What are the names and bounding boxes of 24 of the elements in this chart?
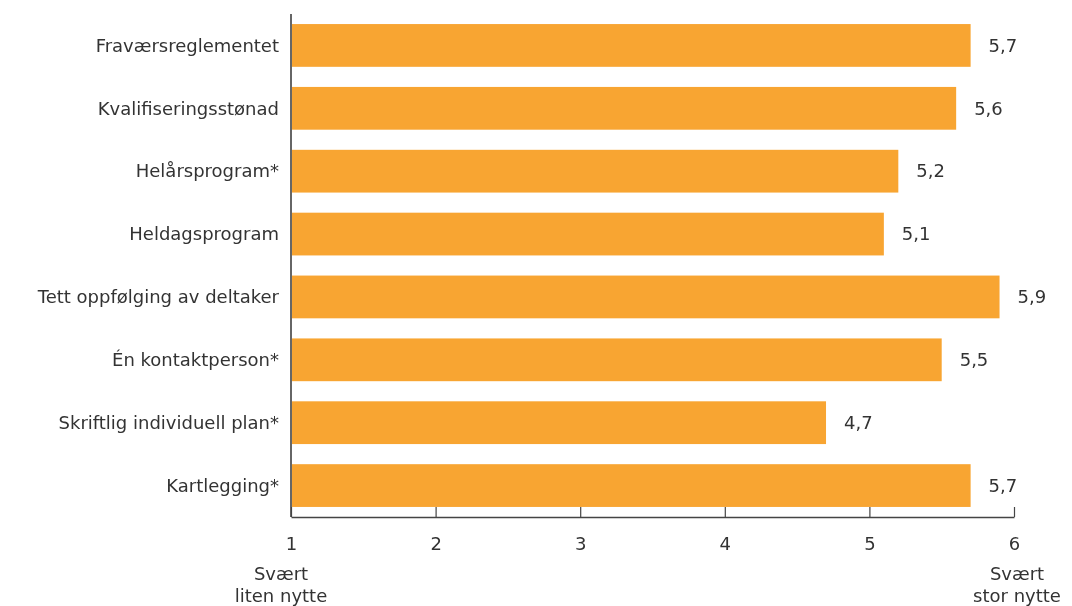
data-label: 5,9 [1017, 286, 1047, 308]
y-tick-label: Tett oppfølging av deltaker [36, 286, 280, 308]
text: Svært liten nytte [234, 563, 328, 606]
x-tick-label: 2 [430, 532, 442, 554]
data-label: 5,6 [974, 97, 1003, 119]
data-label: 5,2 [916, 160, 945, 182]
y-tick-label: Kvalifiseringsstønad [97, 97, 279, 119]
x-tick-label: 4 [719, 532, 732, 554]
x-tick-label: 6 [1008, 532, 1021, 554]
y-tick-label: Heldagsprogram [129, 223, 279, 245]
y-tick-label: Fraværsreglementet [95, 34, 279, 56]
x-tick-label: 1 [285, 532, 298, 554]
y-tick-label: Én kontaktperson* [112, 349, 279, 371]
x-tick-label: 3 [574, 532, 587, 554]
y-tick-label: Helårsprogram* [135, 160, 279, 182]
data-label: 5,1 [901, 223, 931, 245]
y-tick-label: Kartlegging* [166, 474, 279, 496]
x-tick-label: 5 [864, 532, 876, 554]
y-tick-label: Skriftlig individuell plan* [58, 411, 279, 433]
data-label: 4,7 [844, 411, 873, 433]
data-label: 5,7 [988, 474, 1018, 496]
data-label: 5,5 [959, 349, 989, 371]
text: Svært stor nytte [973, 563, 1061, 606]
data-label: 5,7 [988, 34, 1018, 56]
